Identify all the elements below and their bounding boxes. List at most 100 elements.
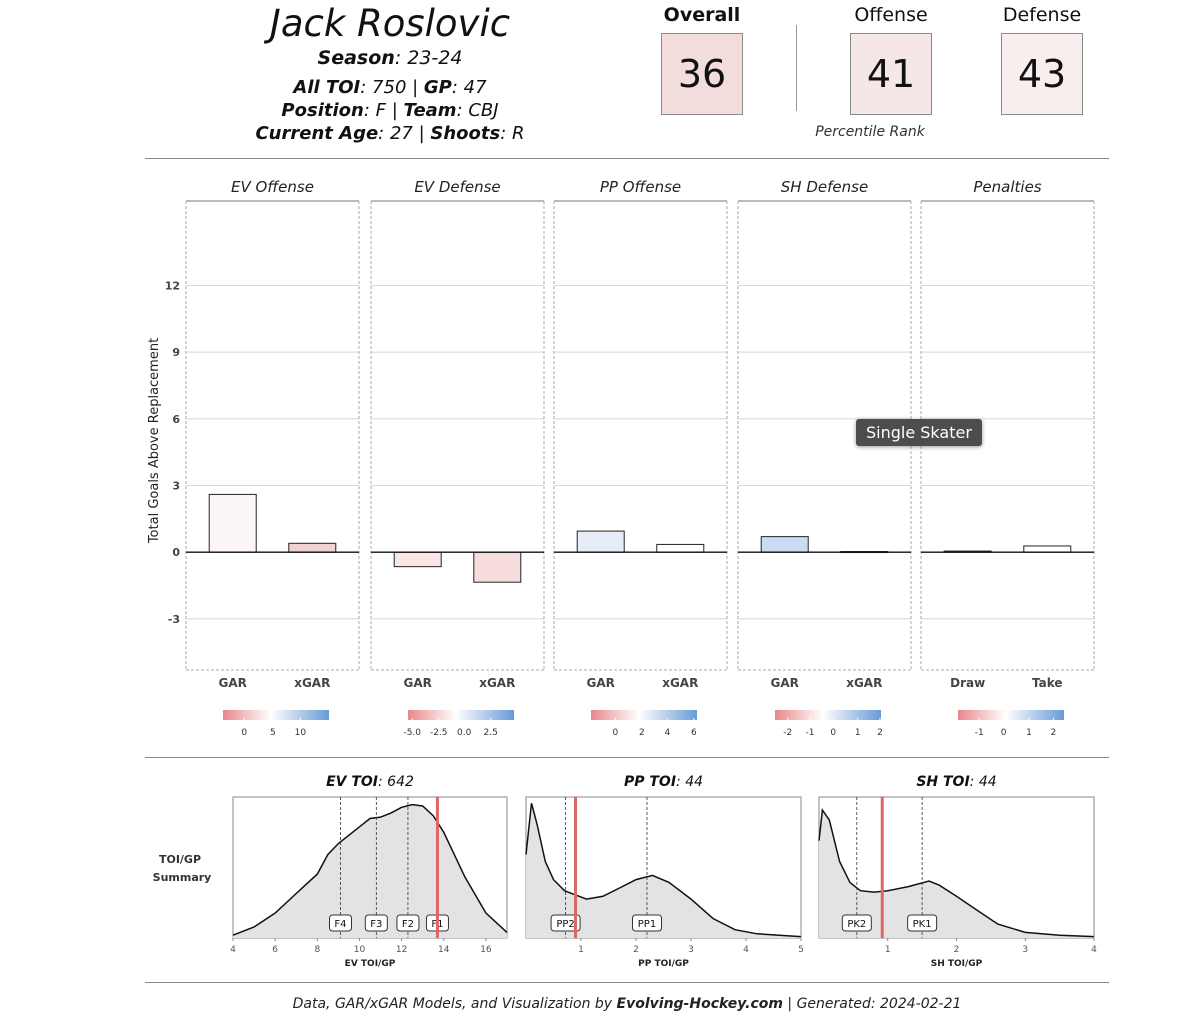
- gar-bar-chart: Total Goals Above Replacement-3036912EV …: [147, 178, 1095, 738]
- player-name: Jack Roslovic: [269, 2, 511, 45]
- density-line: [818, 808, 1095, 938]
- toi-title-bold: SH TOI: [916, 774, 969, 790]
- density-area: [526, 803, 801, 938]
- tooltip: Single Skater: [856, 419, 982, 446]
- x-tick-label: 2: [633, 945, 639, 955]
- marker-label: PP1: [638, 919, 656, 930]
- bar-xgar: [288, 542, 337, 553]
- toi-value: : 750 |: [360, 77, 424, 98]
- x-tick-label: 10: [354, 945, 366, 955]
- legend-tick-label: 0: [1001, 728, 1007, 738]
- x-tick-label: 4: [743, 945, 749, 955]
- legend-colorbar: [223, 710, 329, 720]
- marker-badge: [364, 914, 388, 932]
- marker-badge: [632, 914, 662, 932]
- marker-label: PK1: [913, 919, 932, 930]
- toi-panel: PP TOI: 44 PP2 PP1 1 2 3 4 5 PP TOI/GP: [525, 774, 804, 969]
- legend-colorbar: [775, 710, 881, 720]
- density-area: [819, 810, 1094, 938]
- x-tick-label: 1: [578, 945, 584, 955]
- season-line: Season: 23-24: [180, 47, 600, 69]
- defense-rank-box: 43: [1001, 33, 1083, 115]
- legend-colorbar: [958, 710, 1064, 720]
- y-tick-label: 6: [172, 413, 180, 426]
- marker-badge: [550, 914, 581, 932]
- marker-badge: [328, 914, 352, 932]
- x-tick-label: xGAR: [294, 676, 330, 690]
- gar-panel: EV Defense GAR xGAR -5.0 -2.5 0.0 2.5: [370, 178, 545, 738]
- x-tick-label: 8: [314, 945, 320, 955]
- age-label: Current Age: [255, 123, 379, 144]
- legend-tick-label: 0: [241, 728, 247, 738]
- y-tick-label: 3: [172, 480, 180, 493]
- x-tick-label: GAR: [219, 676, 247, 690]
- legend-tick-label: 4: [664, 728, 670, 738]
- marker-badge: [907, 914, 938, 932]
- x-tick-label: GAR: [587, 676, 615, 690]
- side-label-line2: Summary: [153, 871, 212, 884]
- gar-panel: PP Offense GAR xGAR 0 2 4 6: [553, 178, 728, 738]
- legend-tick-label: 0: [830, 728, 836, 738]
- x-tick-label: xGAR: [479, 676, 515, 690]
- toi-label: All TOI: [293, 77, 361, 98]
- position-value: : F |: [363, 100, 404, 121]
- defense-label: Defense: [1002, 4, 1082, 26]
- y-tick-label: 12: [165, 279, 180, 292]
- percentile-rank-note: Percentile Rank: [815, 124, 925, 140]
- legend-colorbar: [408, 710, 514, 720]
- x-tick-label: GAR: [771, 676, 799, 690]
- bar-gar: [208, 493, 257, 553]
- legend-tick-label: 1: [855, 728, 861, 738]
- side-label-line1: TOI/GP: [159, 853, 201, 866]
- age-line: Current Age: 27 | Shoots: R: [180, 123, 600, 144]
- footer-credit: Data, GAR/xGAR Models, and Visualization…: [145, 996, 1109, 1012]
- gp-label: GP: [423, 77, 452, 98]
- toi-title-value: : 642: [378, 774, 414, 790]
- footer-site-link[interactable]: Evolving-Hockey.com: [616, 996, 783, 1012]
- legend-tick-label: 2: [1051, 728, 1057, 738]
- rank-divider: [796, 25, 797, 111]
- legend-tick-label: -1: [975, 728, 984, 738]
- position-line: Position: F | Team: CBJ: [180, 100, 600, 121]
- x-tick-label: 5: [798, 945, 804, 955]
- bar-gar: [393, 551, 442, 568]
- marker-label: F2: [402, 919, 414, 930]
- footer-suffix: | Generated: 2024-02-21: [782, 996, 962, 1012]
- season-value: : 23-24: [394, 47, 463, 69]
- density-line: [232, 803, 508, 936]
- shoots-label: Shoots: [430, 123, 501, 144]
- panel-title: PP Offense: [600, 178, 681, 196]
- marker-label: PK2: [847, 919, 866, 930]
- density-line: [525, 803, 802, 938]
- legend-tick-label: -5.0: [403, 728, 421, 738]
- divider-bottom: [145, 982, 1109, 983]
- legend-colorbar: [591, 710, 697, 720]
- overall-rank-box: 36: [661, 33, 743, 115]
- legend-tick-label: -1: [805, 728, 814, 738]
- x-axis-label: EV TOI/GP: [345, 959, 396, 969]
- team-value: : CBJ: [456, 100, 499, 121]
- marker-badge: [396, 914, 420, 932]
- legend-tick-label: 10: [295, 728, 307, 738]
- x-tick-label: 14: [438, 945, 450, 955]
- x-tick-label: 16: [480, 945, 492, 955]
- x-tick-label: 3: [1022, 945, 1028, 955]
- legend-tick-label: 6: [691, 728, 697, 738]
- x-tick-label: Draw: [950, 676, 985, 690]
- x-tick-label: 3: [688, 945, 694, 955]
- team-label: Team: [403, 100, 457, 121]
- legend-tick-label: -2: [783, 728, 792, 738]
- bar-gar: [576, 530, 625, 553]
- shoots-value: : R: [500, 123, 525, 144]
- x-tick-label: 6: [272, 945, 278, 955]
- legend-tick-label: 1: [1026, 728, 1032, 738]
- overall-label: Overall: [663, 4, 741, 26]
- x-axis-label: SH TOI/GP: [931, 959, 983, 969]
- marker-label: F4: [334, 919, 346, 930]
- panel-title: EV Defense: [414, 178, 500, 196]
- legend-tick-label: 2.5: [484, 728, 498, 738]
- offense-rank-box: 41: [850, 33, 932, 115]
- marker-label: PP2: [556, 919, 574, 930]
- legend-tick-label: 5: [270, 728, 276, 738]
